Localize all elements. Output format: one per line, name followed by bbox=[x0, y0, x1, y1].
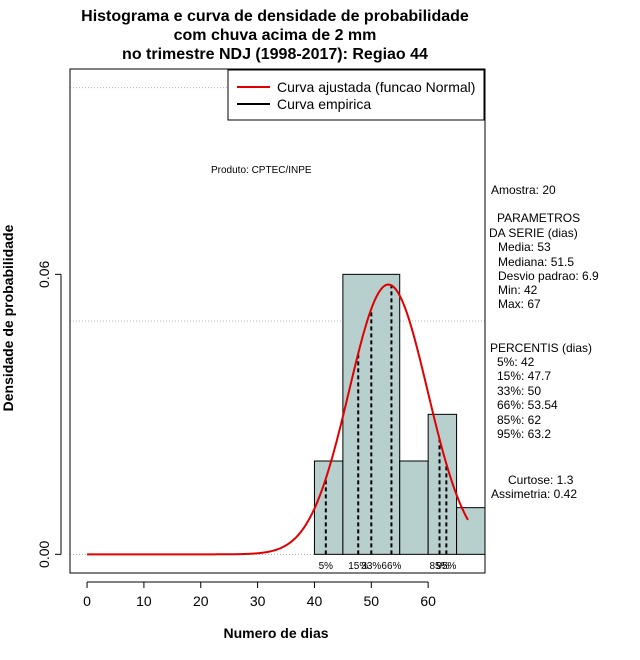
stats-assimetria: Assimetria: 0.42 bbox=[491, 487, 577, 501]
legend: Curva ajustada (funcao Normal) Curva emp… bbox=[227, 69, 485, 121]
histogram-bar-1 bbox=[342, 273, 401, 555]
x-tick-label-0: 0 bbox=[83, 593, 91, 609]
histogram-bar-2 bbox=[399, 460, 429, 555]
x-tick-label-6: 60 bbox=[420, 593, 436, 609]
x-tick-label-4: 40 bbox=[307, 593, 323, 609]
stats-desvio: Desvio padrao: 6.9 bbox=[498, 269, 599, 283]
y-tick-label-0: 0.00 bbox=[36, 540, 52, 567]
percentile-label-3: 66% bbox=[381, 561, 401, 572]
stats-max: Max: 67 bbox=[498, 297, 541, 311]
stats-p33: 33%: 50 bbox=[497, 384, 541, 398]
stats-sample: Amostra: 20 bbox=[491, 183, 556, 197]
x-tick-label-1: 10 bbox=[136, 593, 152, 609]
stats-p5: 5%: 42 bbox=[497, 355, 535, 369]
x-tick-label-2: 20 bbox=[193, 593, 209, 609]
percentile-label-5: 95% bbox=[436, 561, 456, 572]
legend-fit-label: Curva ajustada (funcao Normal) bbox=[277, 79, 475, 95]
stats-p66: 66%: 53.54 bbox=[497, 398, 558, 412]
y-axis: 0.00 0.06 bbox=[36, 260, 62, 568]
percentile-labels: 5% 15%33% 66% 85%95% bbox=[319, 561, 457, 572]
histogram-bar-4 bbox=[456, 507, 486, 555]
bars-layer bbox=[313, 273, 486, 555]
stats-media: Media: 53 bbox=[498, 240, 551, 254]
stats-p15: 15%: 47.7 bbox=[497, 369, 551, 383]
stats-params-header: PARAMETROS bbox=[497, 211, 580, 225]
chart-title-line-3: no trimestre NDJ (1998-2017): Regiao 44 bbox=[122, 46, 428, 63]
stats-percentis-header: PERCENTIS (dias) bbox=[490, 341, 592, 355]
percentile-label-4: 85% bbox=[430, 561, 450, 572]
stats-curtose: Curtose: 1.3 bbox=[508, 473, 574, 487]
chart-title-line-2: com chuva acima de 2 mm bbox=[174, 27, 377, 44]
chart-title-line-1: Histograma e curva de densidade de proba… bbox=[81, 8, 469, 25]
curve-layer bbox=[87, 283, 469, 556]
stats-panel: Amostra: 20 PARAMETROS DA SERIE (dias) M… bbox=[489, 183, 599, 501]
plot-frame bbox=[69, 68, 486, 574]
fit-curve-line bbox=[87, 283, 469, 556]
x-tick-label-5: 50 bbox=[364, 593, 380, 609]
stats-p95: 95%: 63.2 bbox=[497, 427, 551, 441]
histogram-bar-0 bbox=[313, 460, 344, 555]
percentile-label-0: 5% bbox=[319, 561, 334, 572]
legend-empirical-label: Curva empirica bbox=[277, 96, 371, 112]
stats-mediana: Mediana: 51.5 bbox=[498, 255, 574, 269]
legend-box bbox=[227, 69, 485, 121]
x-axis: 0 10 20 30 40 50 60 bbox=[83, 581, 436, 609]
stats-min: Min: 42 bbox=[498, 283, 538, 297]
stats-params-subheader: DA SERIE (dias) bbox=[489, 226, 578, 240]
percentile-label-2: 33% bbox=[361, 561, 381, 572]
stats-p85: 85%: 62 bbox=[497, 413, 541, 427]
product-label: Produto: CPTEC/INPE bbox=[211, 165, 312, 176]
x-tick-label-3: 30 bbox=[250, 593, 266, 609]
y-tick-label-1: 0.06 bbox=[36, 260, 52, 287]
percentile-label-1: 15% bbox=[348, 561, 368, 572]
x-axis-title: Numero de dias bbox=[223, 625, 328, 641]
percentile-lines-layer bbox=[324, 285, 448, 555]
y-axis-title: Densidade de probabilidade bbox=[0, 224, 16, 411]
